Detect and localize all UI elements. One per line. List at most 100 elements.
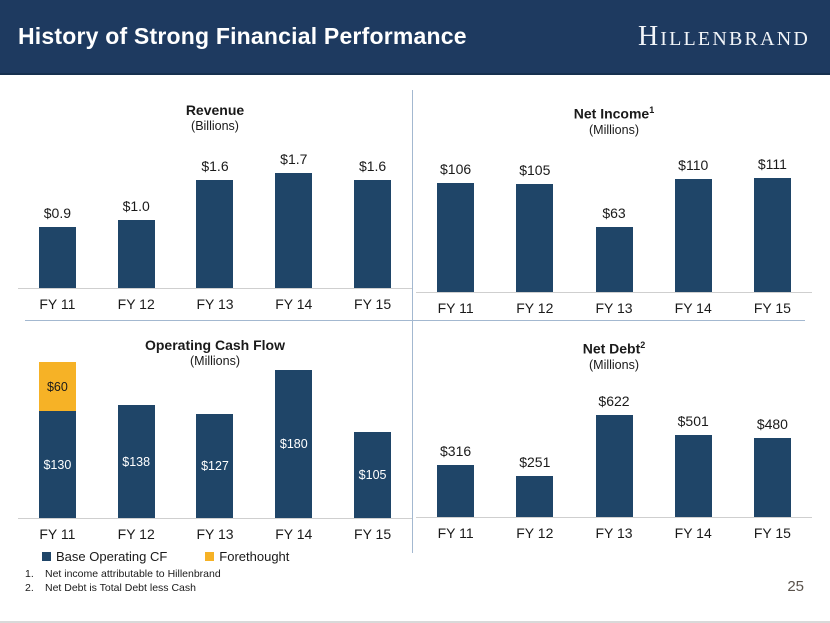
- x-axis-label: FY 11: [437, 299, 474, 316]
- chart-title-text: Net Debt: [582, 340, 641, 357]
- x-axis-label: FY 13: [595, 524, 633, 541]
- bar-value-label: $1.0: [122, 198, 150, 214]
- chart-plot: $0.9 $1.0 $1.6 $1.7 $1.6: [18, 138, 412, 289]
- chart-net-income: Net Income1 (Millions) $106 $105 $63 $110 $111…: [416, 86, 812, 319]
- bar-segment-base: $180: [275, 370, 313, 518]
- chart-title-superscript: 1: [649, 105, 655, 115]
- bar-value-label: $138: [122, 454, 151, 469]
- x-axis-label: FY 14: [674, 524, 712, 541]
- bar-segment-forethought: $60: [38, 362, 76, 411]
- footnote-2: 2. Net Debt is Total Debt less Cash: [25, 582, 221, 596]
- chart-title: Net Income1: [416, 102, 812, 123]
- x-axis-label: FY 11: [39, 526, 76, 542]
- bar-value-label: $251: [519, 453, 551, 470]
- bar: [354, 180, 392, 288]
- bar: [595, 226, 633, 292]
- x-axis-labels: FY 11 FY 12 FY 13 FY 14 FY 15: [416, 300, 812, 316]
- legend-item: Base Operating CF: [42, 549, 167, 564]
- legend-item: Forethought: [205, 549, 289, 564]
- bar-value-label: $0.9: [43, 205, 72, 221]
- footnote-number: 2.: [25, 581, 34, 594]
- bar: [595, 414, 633, 517]
- bar-group: $1.7: [254, 138, 333, 288]
- x-axis-labels: FY 11 FY 12 FY 13 FY 14 FY 15: [18, 296, 412, 312]
- x-axis-label: FY 11: [437, 524, 474, 541]
- x-axis-label: FY 12: [117, 296, 155, 312]
- bar-group: $127: [176, 358, 255, 518]
- chart-title: Operating Cash Flow: [18, 337, 412, 354]
- x-axis-labels: FY 11 FY 12 FY 13 FY 14 FY 15: [18, 526, 412, 542]
- bar-segment-base: $105: [354, 432, 392, 518]
- chart-title: Revenue: [18, 102, 412, 119]
- bar-group: $251: [495, 371, 574, 517]
- chart-net-debt: Net Debt2 (Millions) $316 $251 $622 $501 $480 F…: [416, 321, 812, 563]
- x-axis-label: FY 14: [275, 296, 313, 312]
- bar: [674, 178, 712, 292]
- page-number: 25: [787, 578, 804, 595]
- bar-value-label: $1.6: [358, 158, 387, 174]
- bar: [38, 227, 76, 288]
- bar-value-label: $111: [757, 155, 787, 172]
- chart-title-text: Net Income: [573, 105, 650, 122]
- bar-group: $1.6: [176, 138, 255, 288]
- x-axis-label: FY 15: [753, 299, 791, 316]
- bar-group: $1.6: [333, 138, 412, 288]
- bar-group: $105: [495, 142, 574, 292]
- chart-plot: $316 $251 $622 $501 $480: [416, 371, 812, 518]
- chart-title: Net Debt2: [416, 337, 812, 358]
- slide-header: History of Strong Financial Performance …: [0, 0, 830, 75]
- chart-title-text: Operating Cash Flow: [144, 337, 285, 353]
- bar-group: $111: [733, 142, 812, 292]
- bar-value-label: $127: [201, 459, 229, 473]
- chart-subtitle: (Billions): [191, 119, 239, 133]
- chart-plot: $60 $130 $138 $127 $180 $105: [18, 358, 412, 519]
- chart-title-superscript: 2: [640, 340, 646, 350]
- legend-label: Base Operating CF: [56, 549, 168, 564]
- bar-value-label: $480: [756, 415, 788, 432]
- vertical-divider: [412, 90, 413, 553]
- chart-subtitle: (Millions): [190, 354, 240, 368]
- bar-value-label: $622: [598, 392, 630, 409]
- bar: [753, 177, 791, 292]
- base-operating-cf-legend-swatch: [42, 552, 51, 561]
- bar: [674, 434, 712, 517]
- bar-group: $180: [254, 358, 333, 518]
- bar: [117, 220, 155, 288]
- bar-segment-base: $138: [117, 405, 155, 518]
- bar: [753, 437, 791, 517]
- bar-group: $105: [333, 358, 412, 518]
- x-axis-label: FY 12: [516, 524, 554, 541]
- chart-operating-cash-flow: Operating Cash Flow (Millions) $60 $130 $138…: [18, 321, 412, 564]
- hillenbrand-logo: HILLENBRAND: [638, 21, 810, 53]
- bar-value-label: $501: [677, 412, 709, 429]
- footnote-text: Net income attributable to Hillenbrand: [45, 568, 221, 580]
- x-axis-labels: FY 11 FY 12 FY 13 FY 14 FY 15: [416, 525, 812, 541]
- bar-group: $60 $130: [18, 358, 97, 518]
- bar-value-label: $105: [358, 468, 387, 482]
- bar-group: $110: [654, 142, 733, 292]
- footnote-number: 1.: [25, 568, 34, 580]
- bar-value-label: $105: [519, 161, 551, 178]
- bar-group: $106: [416, 142, 495, 292]
- bar-group: $622: [574, 371, 653, 517]
- bar-group: $316: [416, 371, 495, 517]
- bar-value-label: $110: [678, 156, 709, 173]
- x-axis-label: FY 11: [39, 296, 76, 312]
- footnote-text: Net Debt is Total Debt less Cash: [45, 581, 196, 594]
- bar-value-label: $180: [279, 437, 308, 451]
- footnote-1: 1. Net income attributable to Hillenbran…: [25, 568, 221, 582]
- bar-value-label: $60: [46, 379, 68, 394]
- footnotes: 1. Net income attributable to Hillenbran…: [25, 568, 221, 595]
- horizontal-divider: [25, 320, 805, 321]
- legend-label: Forethought: [219, 549, 290, 564]
- x-axis-label: FY 12: [516, 299, 554, 316]
- bar-value-label: $106: [440, 160, 472, 177]
- bar-group: $480: [733, 371, 812, 517]
- bar-value-label: $1.6: [201, 158, 229, 174]
- logo-initial: H: [638, 20, 661, 52]
- bar-group: $1.0: [97, 138, 176, 288]
- bar-value-label: $130: [43, 457, 72, 472]
- x-axis-label: FY 12: [117, 526, 155, 542]
- x-axis-label: FY 15: [354, 296, 392, 312]
- bar-group: $0.9: [18, 138, 97, 288]
